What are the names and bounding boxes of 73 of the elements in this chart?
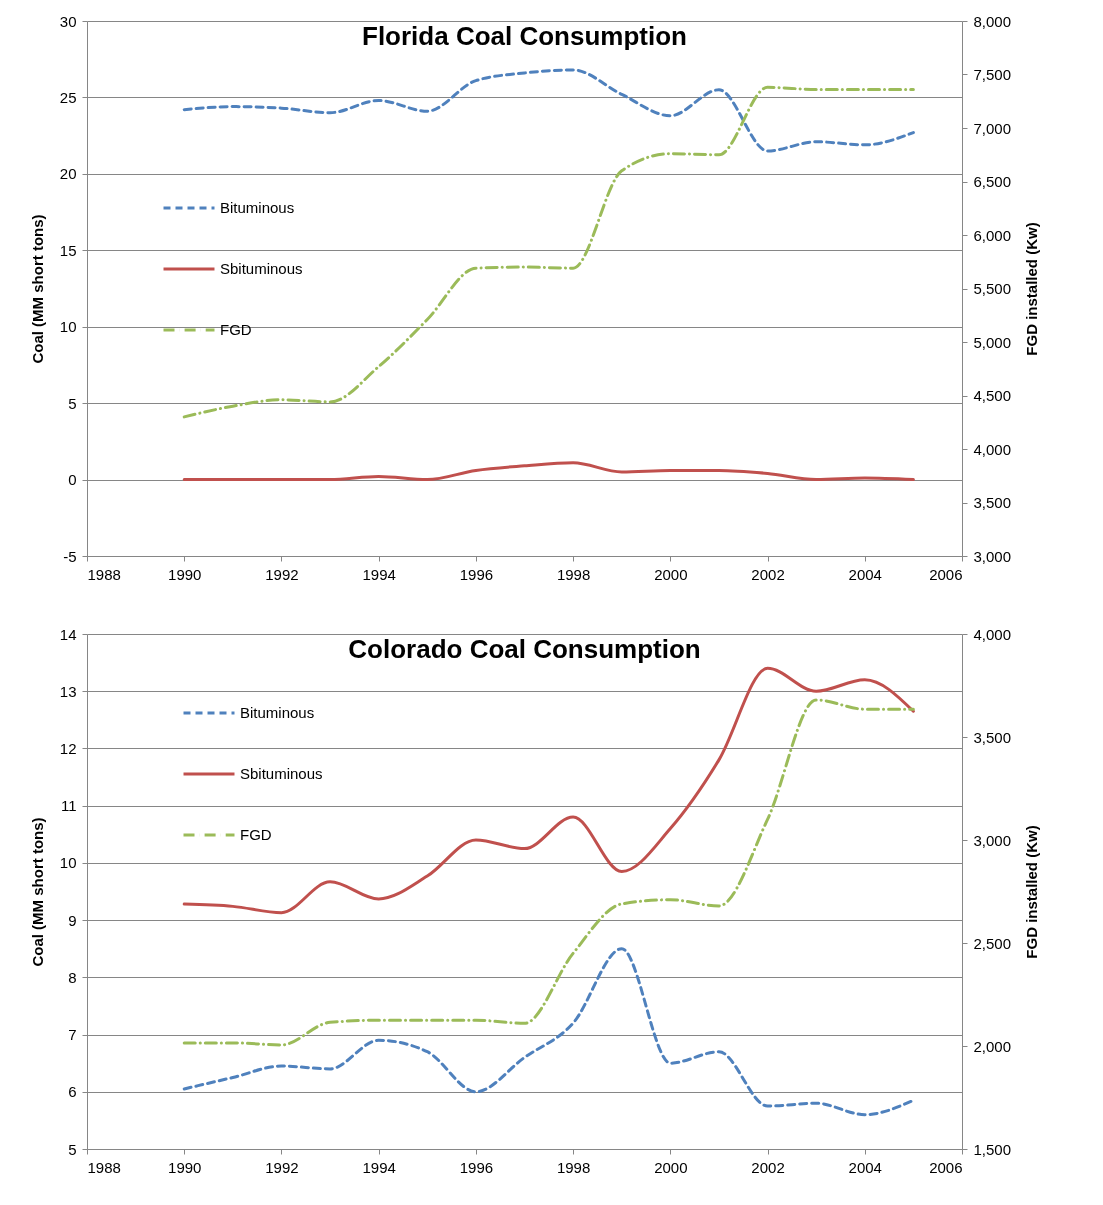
x-tick-label: 2004 — [848, 1158, 882, 1176]
x-tick-label: 2006 — [929, 565, 963, 583]
x-tick-label: 2000 — [654, 565, 688, 583]
line-series — [182, 947, 915, 1117]
x-tick-label: 1998 — [556, 1158, 591, 1176]
y-tick-label: 8 — [68, 968, 77, 986]
y2-tick-label: 6,000 — [973, 226, 1012, 244]
x-tick-label: 1994 — [362, 565, 396, 583]
y-tick-label: 14 — [59, 625, 77, 643]
y2-tick-label: 8,000 — [973, 12, 1012, 30]
x-tick-label: 2004 — [848, 565, 882, 583]
y-tick-label: 9 — [68, 911, 77, 929]
x-tick-label: 1996 — [459, 1158, 494, 1176]
x-tick-label: 2002 — [751, 1158, 785, 1176]
y-tick-label: 5 — [68, 1140, 77, 1158]
x-tick-label: 1992 — [265, 565, 299, 583]
y2-tick-label: 7,500 — [973, 66, 1012, 83]
y-tick-label: 15 — [59, 241, 77, 259]
y-tick-label: 25 — [59, 88, 77, 106]
y2-tick-label: 3,000 — [973, 831, 1012, 849]
line-series — [182, 461, 915, 482]
x-tick-label: 1988 — [87, 1158, 121, 1176]
y-tick-label: 0 — [68, 471, 77, 489]
y-tick-label: 10 — [59, 854, 77, 872]
legend-label: Bituminous — [220, 199, 295, 216]
y2-tick-label: 5,000 — [973, 333, 1012, 351]
legend-label: FGD — [220, 321, 252, 338]
y-tick-label: 5 — [68, 394, 77, 412]
legend-label: FGD — [240, 826, 272, 843]
y2-tick-label: 5,500 — [973, 280, 1012, 297]
x-tick-label: 1988 — [87, 565, 121, 583]
x-tick-label: 2002 — [751, 565, 785, 583]
y-tick-label: 11 — [60, 797, 77, 815]
line-series — [182, 85, 915, 419]
y2-tick-label: 6,500 — [973, 173, 1012, 190]
y2-tick-label: 3,500 — [973, 728, 1012, 746]
y-tick-label: 12 — [59, 739, 77, 757]
y2-tick-label: 1,500 — [973, 1140, 1012, 1158]
x-tick-label: 1990 — [168, 565, 202, 583]
y2-tick-label: 2,500 — [973, 934, 1012, 952]
y2-tick-label: 3,000 — [973, 547, 1012, 565]
x-tick-label: 2006 — [929, 1158, 963, 1176]
chart-title: Colorado Coal Consumption — [348, 634, 701, 664]
y2-tick-label: 2,000 — [973, 1037, 1012, 1055]
chart-title: Florida Coal Consumption — [362, 21, 687, 51]
x-tick-label: 1998 — [556, 565, 591, 583]
y2-tick-label: 7,000 — [973, 119, 1012, 137]
line-series — [182, 698, 915, 1047]
legend-label: Sbituminous — [240, 765, 323, 782]
y-tick-label: 10 — [59, 318, 77, 336]
x-tick-label: 1992 — [265, 1158, 299, 1176]
x-tick-label: 1996 — [459, 565, 494, 583]
y-tick-label: 13 — [59, 682, 77, 700]
x-tick-label: 2000 — [654, 1158, 688, 1176]
y2-tick-label: 3,500 — [973, 494, 1012, 511]
y2-axis-title: FGD installed (Kw) — [1023, 222, 1041, 356]
y2-axis-title: FGD installed (Kw) — [1023, 825, 1041, 959]
line-series — [182, 68, 915, 153]
y2-tick-label: 4,500 — [973, 387, 1012, 404]
y-tick-label: 20 — [59, 165, 77, 183]
y-axis-title: Coal (MM short tons) — [28, 214, 46, 364]
legend-label: Bituminous — [240, 704, 315, 721]
y2-tick-label: 4,000 — [973, 440, 1012, 458]
x-tick-label: 1990 — [168, 1158, 202, 1176]
y2-tick-label: 4,000 — [973, 625, 1012, 643]
legend-label: Sbituminous — [220, 260, 303, 277]
y-axis-title: Coal (MM short tons) — [28, 817, 46, 967]
x-tick-label: 1994 — [362, 1158, 396, 1176]
y-tick-label: 6 — [68, 1083, 77, 1101]
y-tick-label: -5 — [63, 547, 77, 565]
y-tick-label: 30 — [59, 12, 77, 30]
y-tick-label: 7 — [68, 1026, 77, 1044]
line-series — [182, 666, 915, 915]
